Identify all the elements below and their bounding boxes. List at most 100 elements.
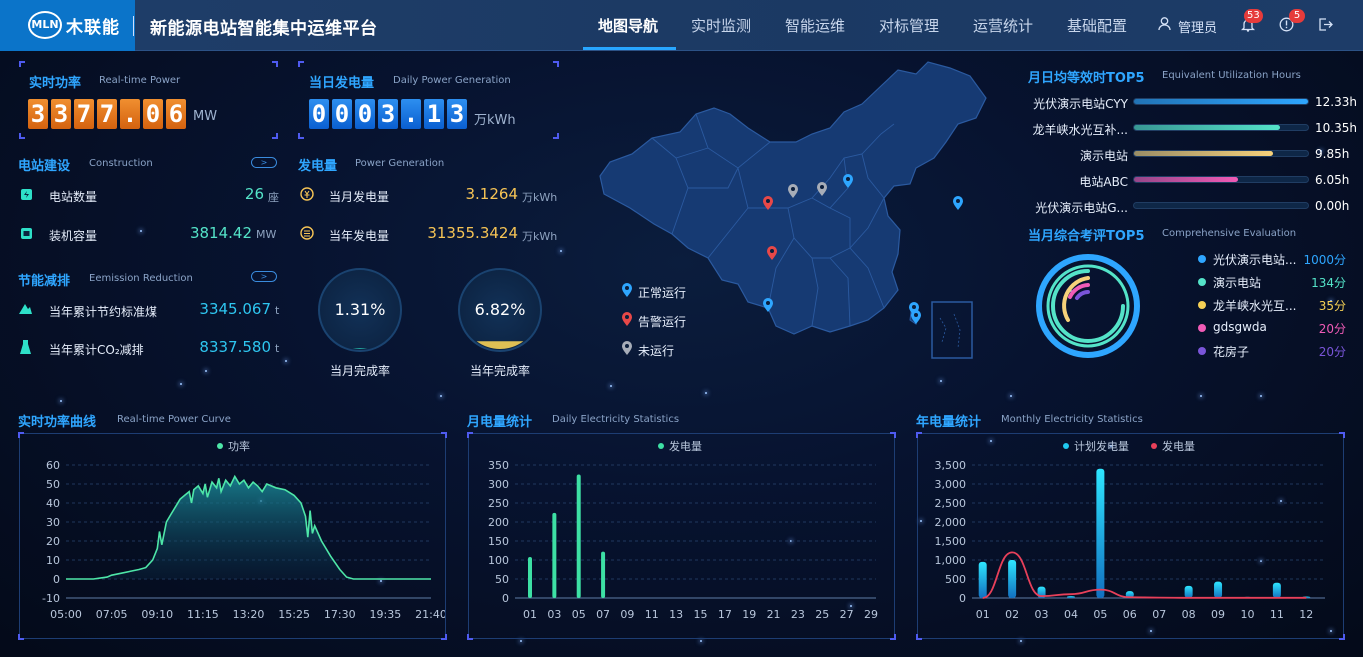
x-tick-label: 09 [1211, 608, 1225, 621]
logout-icon[interactable] [1318, 17, 1333, 36]
star [940, 380, 942, 382]
digit: 3 [378, 99, 398, 129]
corner [467, 432, 473, 438]
eval-dot [1198, 301, 1206, 309]
y-tick-label: 350 [488, 459, 509, 472]
corner [916, 634, 922, 640]
t5-bar-track [1133, 150, 1309, 157]
t5-bar-track [1133, 202, 1309, 209]
nav-operation-stats[interactable]: 运营统计 [973, 17, 1034, 35]
map-province-lines [651, 113, 895, 327]
map-pin-icon[interactable] [842, 174, 854, 192]
corner [272, 133, 278, 139]
info-icon[interactable] [1279, 17, 1294, 36]
map-legend-label: 告警运行 [638, 315, 687, 329]
digit: 6 [166, 99, 186, 129]
corner [890, 432, 896, 438]
plan-bar [1272, 582, 1281, 598]
corner [890, 634, 896, 640]
map-pin-icon[interactable] [762, 298, 774, 316]
map-pin-icon[interactable] [787, 184, 799, 202]
star [1110, 445, 1112, 447]
nav-benchmark[interactable]: 对标管理 [879, 17, 940, 35]
x-tick-label: 29 [864, 608, 878, 621]
star [705, 392, 707, 394]
monthly-elec-frame [917, 433, 1344, 639]
t5-value: 6.05h [1315, 173, 1350, 187]
t5-station-name: 演示电站 [1079, 149, 1128, 163]
t5-value: 0.00h [1315, 199, 1350, 213]
map-pin-icon[interactable] [952, 196, 964, 214]
monthly-elec-chart[interactable]: 0 500 1,000 1,500 2,000 2,500 3,000 3,500 01 02 03… [918, 434, 1343, 638]
eval-score: 1000分 [1303, 253, 1346, 267]
construction-title: 电站建设 [18, 159, 71, 174]
nav-map[interactable]: 地图导航 [598, 17, 659, 35]
digit: . [120, 99, 140, 129]
plan-bar [1066, 596, 1075, 598]
daily-elec-chart[interactable]: 0 50 100 150 200 250 300 350 01 03 05 07 09 11 13 15 17 1… [469, 434, 894, 638]
capacity-label: 装机容量 [49, 229, 98, 243]
x-tick-label: 05 [1093, 608, 1107, 621]
station-count-value: 26 [244, 185, 264, 203]
daily-gen-title: 当日发电量 [309, 76, 375, 91]
legend-marker [217, 443, 223, 449]
y-tick-label: 1,000 [935, 554, 967, 567]
legend-label: 功率 [228, 439, 250, 453]
star [440, 395, 442, 397]
nav-realtime-monitor[interactable]: 实时监测 [691, 17, 752, 35]
x-tick-label: 09:10 [141, 608, 173, 621]
construction-toggle[interactable]: > [251, 157, 277, 168]
x-tick-label: 13 [669, 608, 683, 621]
star [205, 370, 207, 372]
x-tick-label: 19:35 [370, 608, 402, 621]
star [1280, 500, 1282, 502]
corner [272, 61, 278, 67]
t5-bar-fill [1134, 125, 1281, 130]
y-tick-label: 50 [46, 478, 60, 491]
bar [601, 551, 606, 598]
x-tick-label: 01 [523, 608, 537, 621]
map-legend-label: 正常运行 [638, 286, 687, 300]
digit: 7 [97, 99, 117, 129]
x-tick-label: 15 [694, 608, 708, 621]
app-title: 新能源电站智能集中运维平台 [150, 19, 378, 39]
nav-smart-om[interactable]: 智能运维 [785, 17, 846, 35]
co2-label: 当年累计CO₂减排 [49, 343, 144, 357]
coal-label: 当年累计节约标准煤 [49, 305, 158, 319]
top5-hours-title: 月日均等效时TOP5 [1028, 71, 1145, 86]
star [380, 580, 382, 582]
emission-toggle[interactable]: > [251, 271, 277, 282]
daily-gen-subtitle: Daily Power Generation [393, 75, 511, 86]
map-pin-icon[interactable] [910, 310, 922, 328]
eval-score: 134分 [1311, 276, 1346, 290]
x-tick-label: 08 [1182, 608, 1196, 621]
x-tick-label: 13:20 [233, 608, 265, 621]
t5-value: 10.35h [1315, 121, 1357, 135]
legend-marker-actual [1151, 443, 1157, 449]
map-pin-icon[interactable] [816, 182, 828, 200]
bar [552, 512, 557, 598]
logo[interactable]: MLN 木联能 [0, 0, 135, 51]
map-legend-label: 未运行 [638, 344, 675, 358]
map-pin-icon[interactable] [766, 246, 778, 264]
corner [298, 61, 304, 67]
t5-station-name: 龙羊峡水光互补... [1032, 123, 1128, 137]
star [850, 605, 852, 607]
nav-base-config[interactable]: 基础配置 [1067, 17, 1128, 35]
y-tick-label: 2,000 [935, 516, 967, 529]
daily-elec-frame [468, 433, 895, 639]
monthly-elec-subtitle: Monthly Electricity Statistics [1001, 414, 1143, 425]
legend-label: 发电量 [669, 439, 702, 453]
co2-unit: t [275, 342, 280, 355]
digit: 0 [332, 99, 352, 129]
x-tick-label: 19 [742, 608, 756, 621]
user-name[interactable]: 管理员 [1178, 21, 1218, 36]
map-pin-icon[interactable] [762, 196, 774, 214]
t5-station-name: 电站ABC [1079, 175, 1128, 189]
x-tick-label: 03 [1035, 608, 1049, 621]
emission-title: 节能减排 [18, 274, 71, 289]
y-tick-label: 30 [46, 516, 60, 529]
x-tick-label: 11 [1270, 608, 1284, 621]
china-map[interactable] [598, 58, 998, 368]
power-curve-chart[interactable]: -10 0 10 20 30 40 50 60 05:00 07:05 09:10 11:15 13:2… [20, 434, 445, 638]
